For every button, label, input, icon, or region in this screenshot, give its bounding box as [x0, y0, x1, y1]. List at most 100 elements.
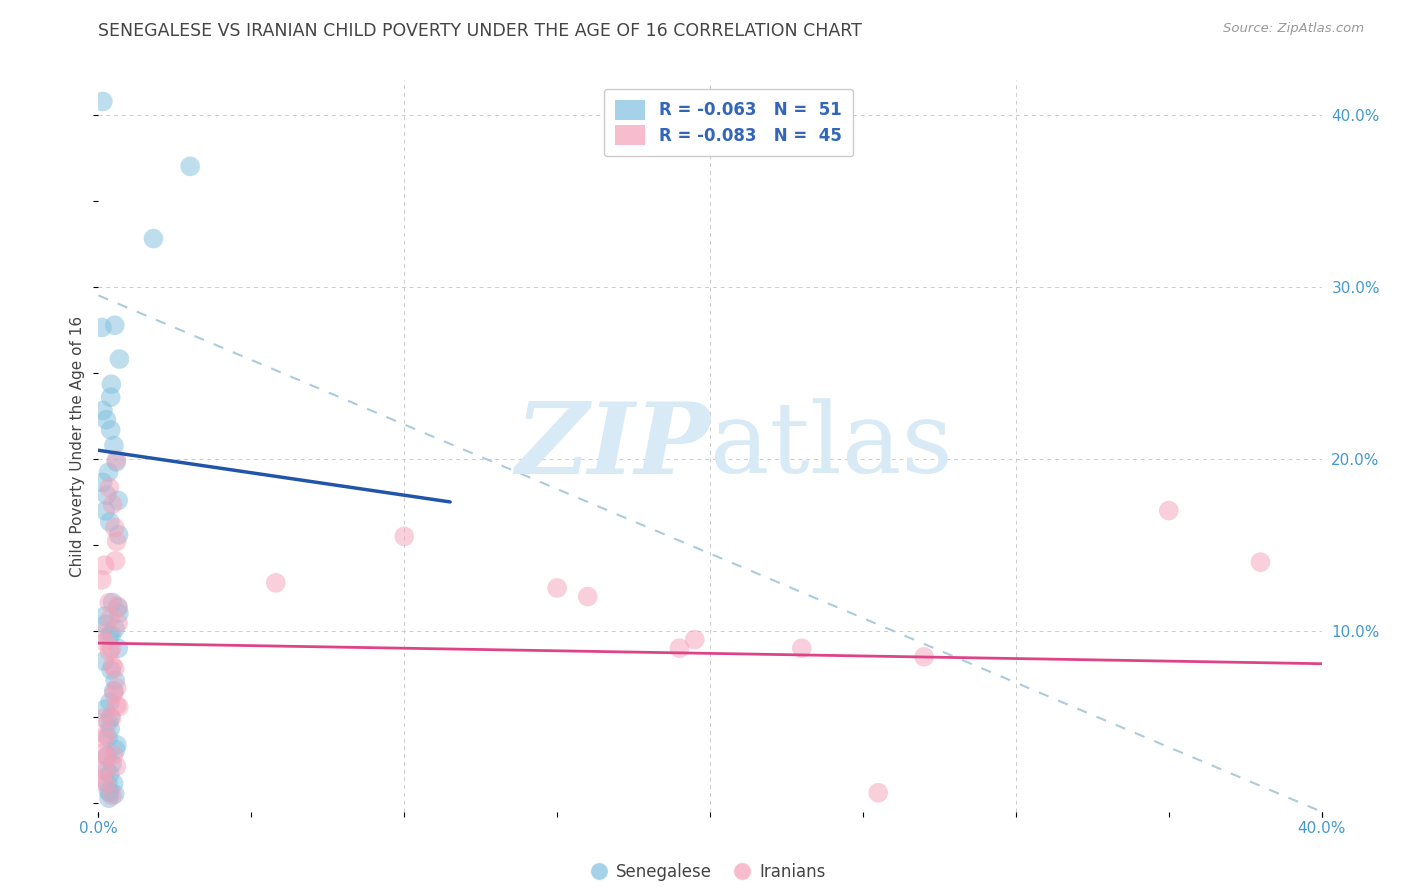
- Point: [100, 641, 122, 656]
- Point: [104, 787, 127, 801]
- Point: [98, 611, 121, 625]
- Point: [392, 529, 416, 543]
- Point: [107, 600, 129, 615]
- Point: [1157, 503, 1180, 517]
- Point: [93, 711, 115, 725]
- Point: [93, 654, 115, 668]
- Point: [91, 747, 114, 761]
- Point: [94, 617, 117, 632]
- Point: [94, 702, 117, 716]
- Y-axis label: Child Poverty Under the Age of 16: Child Poverty Under the Age of 16: [70, 316, 86, 576]
- Point: [100, 377, 122, 392]
- Point: [94, 728, 117, 742]
- Point: [105, 534, 128, 549]
- Point: [107, 493, 129, 508]
- Point: [104, 554, 127, 568]
- Point: [100, 663, 122, 677]
- Point: [91, 475, 114, 490]
- Point: [108, 352, 131, 367]
- Point: [790, 641, 813, 656]
- Point: [90, 320, 112, 334]
- Point: [142, 232, 165, 246]
- Point: [96, 763, 118, 777]
- Point: [96, 488, 118, 502]
- Point: [97, 777, 120, 791]
- Point: [100, 627, 122, 641]
- Point: [1249, 555, 1271, 569]
- Point: [94, 635, 117, 649]
- Point: [96, 750, 118, 764]
- Point: [98, 791, 121, 805]
- Point: [668, 641, 690, 656]
- Point: [107, 528, 129, 542]
- Point: [104, 622, 127, 636]
- Point: [98, 515, 121, 529]
- Point: [105, 453, 128, 467]
- Point: [107, 699, 129, 714]
- Point: [100, 390, 122, 404]
- Point: [103, 748, 125, 763]
- Point: [100, 710, 122, 724]
- Point: [105, 698, 128, 713]
- Point: [98, 481, 121, 495]
- Point: [90, 573, 112, 587]
- Point: [98, 695, 121, 709]
- Point: [179, 159, 201, 173]
- Point: [98, 596, 121, 610]
- Point: [91, 627, 114, 641]
- Point: [576, 590, 599, 604]
- Point: [105, 681, 128, 695]
- Point: [108, 607, 131, 621]
- Point: [104, 318, 127, 333]
- Point: [98, 786, 121, 800]
- Point: [98, 722, 121, 736]
- Point: [104, 662, 127, 676]
- Point: [103, 776, 125, 790]
- Point: [104, 673, 127, 688]
- Point: [101, 497, 124, 511]
- Point: [93, 731, 115, 746]
- Point: [103, 687, 125, 701]
- Point: [912, 649, 935, 664]
- Point: [101, 757, 124, 772]
- Text: Source: ZipAtlas.com: Source: ZipAtlas.com: [1223, 22, 1364, 36]
- Point: [91, 772, 114, 786]
- Text: SENEGALESE VS IRANIAN CHILD POVERTY UNDER THE AGE OF 16 CORRELATION CHART: SENEGALESE VS IRANIAN CHILD POVERTY UNDE…: [98, 22, 862, 40]
- Point: [101, 789, 124, 803]
- Point: [94, 776, 117, 790]
- Point: [101, 596, 124, 610]
- Point: [96, 748, 118, 763]
- Point: [101, 658, 124, 673]
- Point: [683, 632, 706, 647]
- Point: [98, 767, 121, 781]
- Point: [100, 711, 122, 725]
- Legend: Senegalese, Iranians: Senegalese, Iranians: [588, 856, 832, 888]
- Point: [97, 714, 120, 729]
- Point: [97, 784, 120, 798]
- Point: [93, 764, 115, 778]
- Point: [97, 731, 120, 745]
- Point: [105, 759, 128, 773]
- Point: [91, 95, 114, 109]
- Point: [107, 599, 129, 614]
- Point: [103, 439, 125, 453]
- Point: [546, 581, 568, 595]
- Point: [264, 575, 287, 590]
- Point: [91, 403, 114, 417]
- Text: atlas: atlas: [710, 398, 953, 494]
- Point: [97, 465, 120, 479]
- Point: [107, 615, 129, 630]
- Point: [105, 455, 128, 469]
- Point: [98, 628, 121, 642]
- Text: ZIP: ZIP: [515, 398, 710, 494]
- Point: [96, 413, 118, 427]
- Point: [103, 684, 125, 698]
- Point: [107, 641, 129, 656]
- Point: [94, 609, 117, 624]
- Point: [105, 738, 128, 752]
- Point: [104, 520, 127, 534]
- Point: [868, 786, 890, 800]
- Point: [98, 644, 121, 658]
- Point: [100, 423, 122, 437]
- Point: [94, 504, 117, 518]
